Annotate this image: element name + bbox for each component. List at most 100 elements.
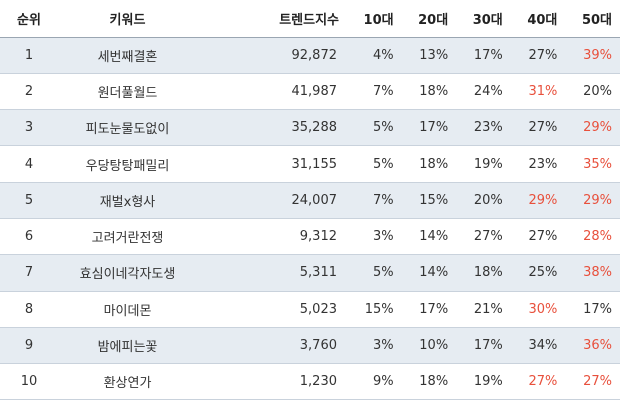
table-row: 9 밤에피는꽃 3,760 3% 10% 17% 34% 36% [0, 327, 620, 364]
age-10s-cell: 7% [372, 83, 394, 99]
keyword-cell: 마이데몬 [103, 303, 152, 319]
age-30s-cell: 17% [473, 47, 503, 63]
age-20s-cell: 18% [419, 374, 449, 390]
header-age-40s: 40대 [510, 0, 566, 38]
header-keyword: 키워드 [58, 0, 197, 38]
trend-index-cell: 9,312 [299, 229, 337, 245]
keyword-cell: 고려거란전쟁 [91, 231, 164, 247]
keyword-cell: 환상연가 [103, 376, 152, 392]
table-row: 7 효심이네각자도생 5,311 5% 14% 18% 25% 38% [0, 254, 620, 292]
age-50s-cell: 20% [583, 83, 612, 99]
keyword-cell: 효심이네각자도생 [79, 267, 176, 283]
table-row: 2 원더풀월드 41,987 7% 18% 24% 31% 20% [0, 73, 620, 110]
trend-index-cell: 5,311 [299, 265, 337, 281]
keyword-cell: 피도눈물도없이 [85, 122, 170, 138]
age-10s-cell: 3% [372, 229, 394, 245]
age-20s-cell: 14% [419, 229, 449, 245]
keyword-cell: 우당탕탕패밀리 [85, 158, 170, 174]
age-10s-cell: 7% [372, 192, 394, 208]
age-10s-cell: 5% [372, 156, 394, 172]
rank-cell: 4 [24, 156, 34, 172]
age-10s-cell: 5% [372, 265, 394, 281]
age-20s-cell: 10% [419, 338, 449, 354]
rank-cell: 9 [24, 338, 34, 354]
age-20s-cell: 14% [419, 265, 449, 281]
age-50s-cell: 35% [583, 156, 612, 172]
age-10s-cell: 3% [372, 338, 394, 354]
trend-index-cell: 35,288 [291, 120, 338, 136]
trend-index-cell: 1,230 [299, 374, 337, 390]
rank-cell: 8 [24, 301, 34, 317]
age-40s-cell: 23% [528, 156, 558, 172]
age-10s-cell: 15% [364, 301, 394, 317]
age-40s-cell: 30% [528, 301, 558, 317]
keyword-cell: 원더풀월드 [97, 85, 158, 101]
age-30s-cell: 19% [473, 374, 503, 390]
rank-cell: 5 [24, 192, 34, 208]
rank-cell: 7 [24, 265, 34, 281]
trend-index-cell: 31,155 [291, 156, 338, 172]
age-30s-cell: 23% [473, 120, 503, 136]
age-50s-cell: 36% [583, 338, 612, 354]
rank-cell: 1 [24, 47, 34, 63]
rank-cell: 6 [24, 229, 34, 245]
age-30s-cell: 21% [473, 301, 503, 317]
keyword-cell: 세번째결혼 [97, 49, 158, 65]
age-50s-cell: 17% [583, 301, 612, 317]
trend-index-cell: 3,760 [299, 338, 337, 354]
age-40s-cell: 27% [528, 47, 558, 63]
trend-index-cell: 5,023 [299, 301, 337, 317]
header-age-50s: 50대 [565, 0, 620, 38]
rank-cell: 10 [20, 374, 38, 390]
table-row: 1 세번째결혼 92,872 4% 13% 17% 27% 39% [0, 37, 620, 74]
age-40s-cell: 27% [528, 120, 558, 136]
age-30s-cell: 19% [473, 156, 503, 172]
age-20s-cell: 13% [419, 47, 449, 63]
table-row: 10 환상연가 1,230 9% 18% 19% 27% 27% [0, 364, 620, 400]
age-50s-cell: 29% [583, 120, 612, 136]
header-age-10s: 10대 [347, 0, 402, 38]
age-40s-cell: 27% [528, 374, 558, 390]
age-50s-cell: 39% [583, 47, 612, 63]
age-50s-cell: 27% [583, 374, 612, 390]
age-20s-cell: 18% [419, 156, 449, 172]
rank-cell: 2 [24, 83, 34, 99]
table-body: 1 세번째결혼 92,872 4% 13% 17% 27% 39% 2 원더풀월드 41,987 7%… [0, 37, 620, 400]
age-40s-cell: 25% [528, 265, 558, 281]
age-30s-cell: 17% [473, 338, 503, 354]
age-30s-cell: 27% [473, 229, 503, 245]
keyword-cell: 재벌x형사 [99, 194, 156, 210]
trend-index-cell: 92,872 [291, 47, 338, 63]
age-30s-cell: 20% [473, 192, 503, 208]
rank-cell: 3 [24, 120, 34, 136]
age-50s-cell: 28% [583, 229, 612, 245]
table-row: 4 우당탕탕패밀리 31,155 5% 18% 19% 23% 35% [0, 146, 620, 183]
header-age-20s: 20대 [401, 0, 457, 38]
table-row: 8 마이데몬 5,023 15% 17% 21% 30% 17% [0, 291, 620, 328]
age-40s-cell: 29% [528, 192, 558, 208]
age-40s-cell: 31% [528, 83, 558, 99]
trend-index-cell: 24,007 [291, 192, 338, 208]
table-row: 5 재벌x형사 24,007 7% 15% 20% 29% 29% [0, 182, 620, 219]
age-10s-cell: 4% [372, 47, 394, 63]
age-20s-cell: 15% [419, 192, 449, 208]
header-trend-index: 트렌드지수 [197, 0, 347, 38]
header-age-30s: 30대 [456, 0, 511, 38]
age-20s-cell: 17% [419, 120, 449, 136]
age-40s-cell: 27% [528, 229, 558, 245]
age-10s-cell: 5% [372, 120, 394, 136]
age-50s-cell: 29% [583, 192, 612, 208]
age-10s-cell: 9% [372, 374, 394, 390]
header-rank: 순위 [0, 0, 58, 38]
header-row: 순위 키워드 트렌드지수 10대 20대 30대 40대 50대 [0, 0, 620, 38]
trend-index-cell: 41,987 [291, 83, 338, 99]
keyword-cell: 밤에피는꽃 [97, 340, 158, 356]
age-30s-cell: 18% [473, 265, 503, 281]
table-row: 3 피도눈물도없이 35,288 5% 17% 23% 27% 29% [0, 109, 620, 146]
age-30s-cell: 24% [473, 83, 503, 99]
table-row: 6 고려거란전쟁 9,312 3% 14% 27% 27% 28% [0, 218, 620, 255]
age-40s-cell: 34% [528, 338, 558, 354]
age-20s-cell: 17% [419, 301, 449, 317]
age-50s-cell: 38% [583, 265, 612, 281]
